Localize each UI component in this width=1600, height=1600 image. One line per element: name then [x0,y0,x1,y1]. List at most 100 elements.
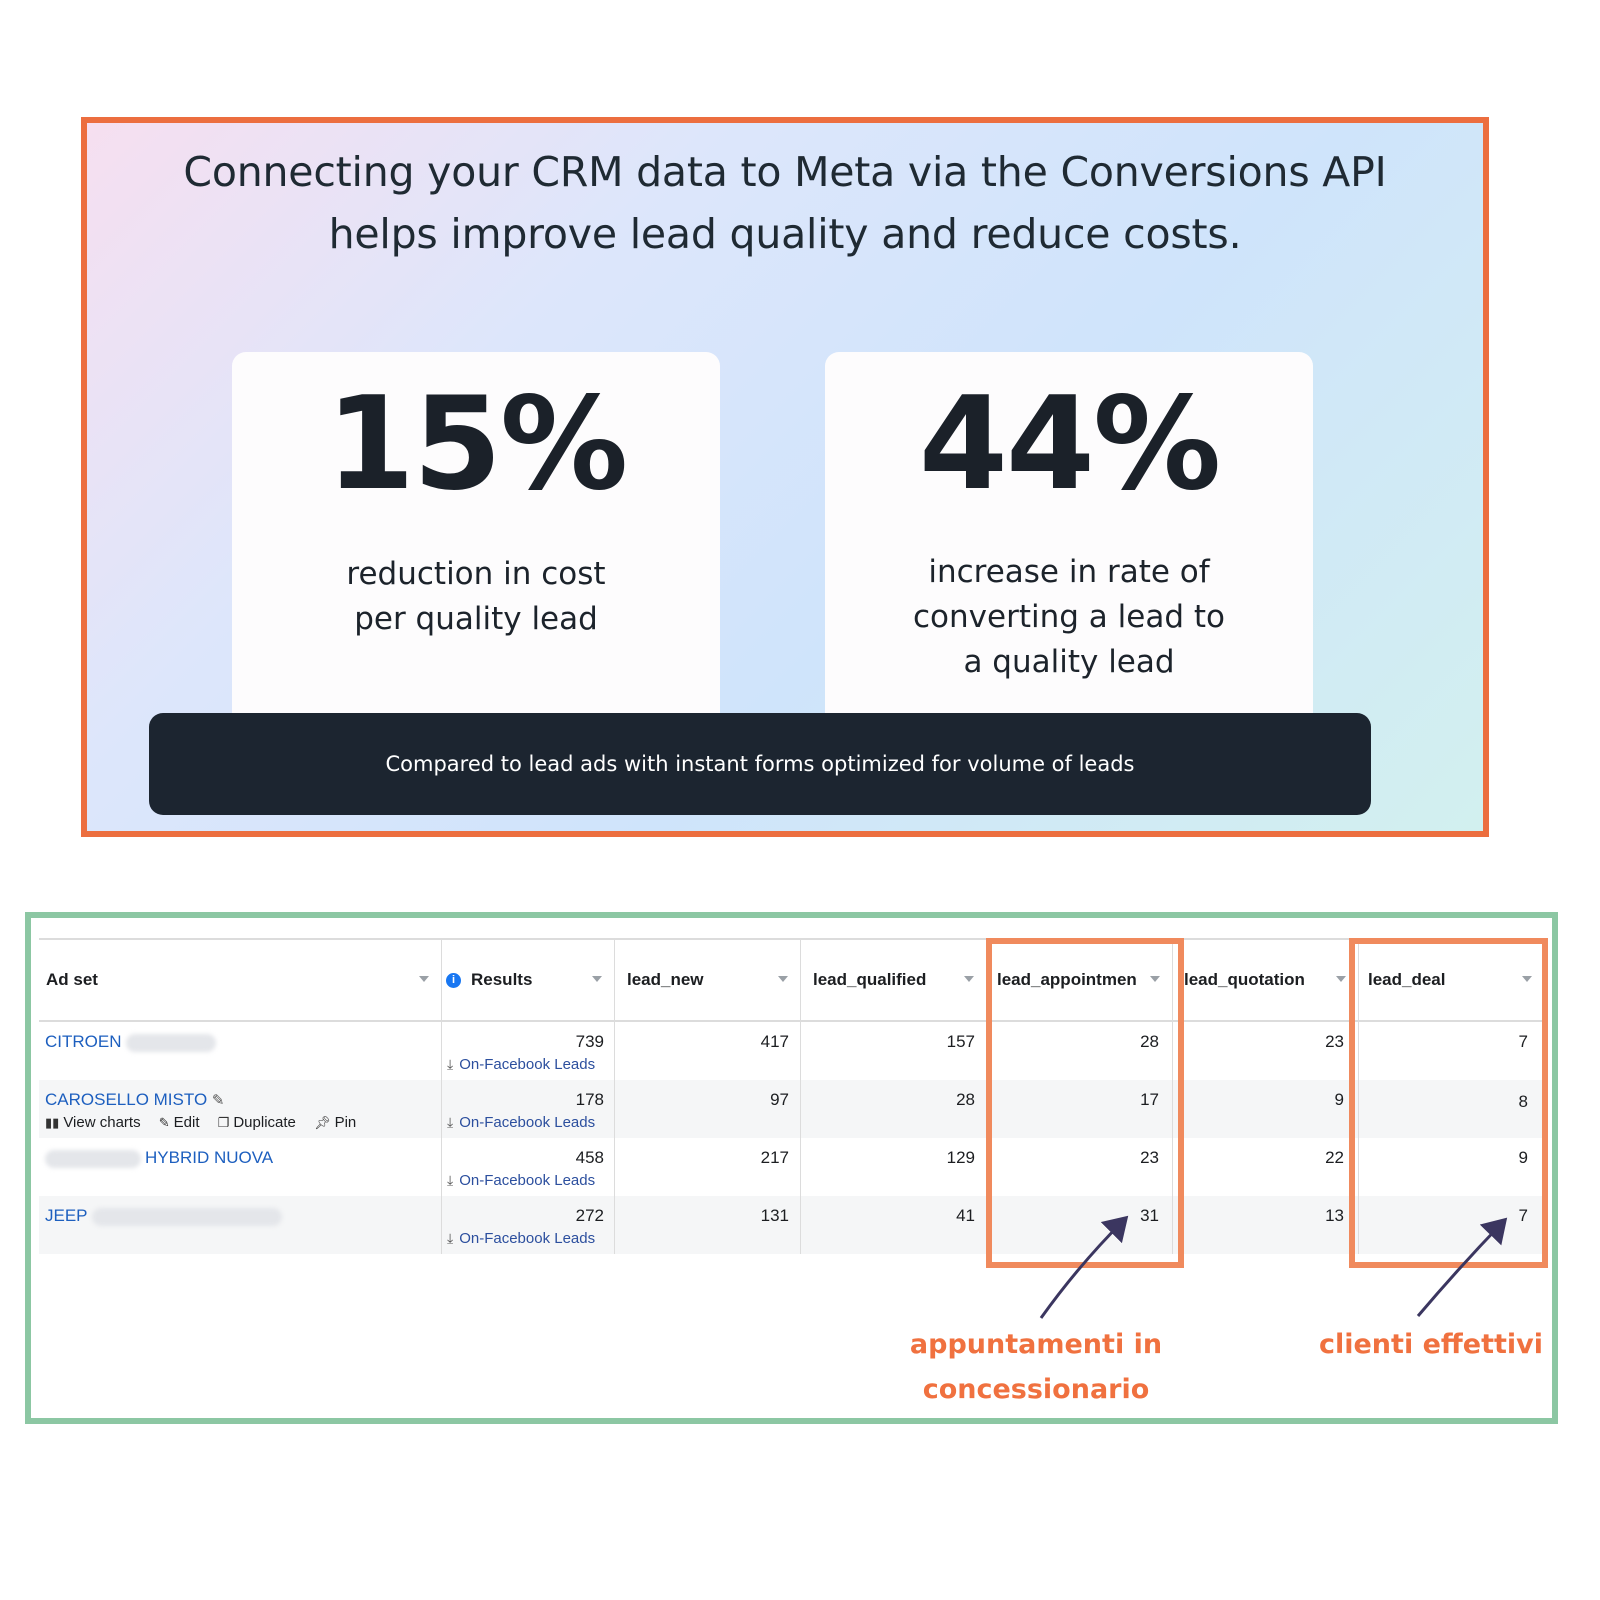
ad-set-name-link[interactable]: HYBRID NUOVA [145,1148,274,1167]
view-charts-label[interactable]: View charts [63,1114,141,1131]
stat-description: increase in rate of converting a lead to… [913,554,1225,680]
table-row[interactable]: HYBRID NUOVA 458 ⤓ On-Facebook Leads 217 … [39,1138,1544,1196]
result-type-label[interactable]: On-Facebook Leads [459,1114,596,1131]
footnote-bar: Compared to lead ads with instant forms … [149,713,1371,815]
lead-new-value: 417 [760,1032,789,1051]
pin-action[interactable]: 📌︎ Pin [314,1114,356,1131]
column-divider [1172,938,1173,1254]
arrow-to-deal [1416,1217,1508,1317]
lead-qualified-value: 41 [956,1206,975,1225]
sort-arrow-icon[interactable] [592,976,602,982]
stat-card-conversion: 44% increase in rate of converting a lea… [825,352,1313,732]
column-header-lead-deal[interactable]: lead_deal [1358,940,1544,1020]
redacted-blur [91,1207,282,1226]
lead-quotation-value: 22 [1325,1148,1344,1167]
column-header-label: Ad set [46,970,98,989]
ad-set-cell[interactable]: JEEP [45,1206,282,1226]
duplicate-action[interactable]: ❐ Duplicate [218,1114,296,1131]
pencil-icon: ✎ [158,1115,170,1130]
lead-appointment-value: 28 [1140,1032,1159,1051]
column-header-label: lead_appointment [997,970,1137,989]
result-type-label[interactable]: On-Facebook Leads [459,1172,596,1189]
column-divider [614,938,615,1254]
table-row[interactable]: CAROSELLO MISTO ✎ ▮▮ View charts ✎ Edit ❐ D… [39,1080,1544,1138]
lead-quotation-value: 9 [1334,1090,1344,1109]
highlight-box-appointment [986,938,1184,1268]
lead-qualified-value: 129 [946,1148,975,1167]
ad-set-name-link[interactable]: CAROSELLO MISTO [45,1090,208,1109]
column-header-label: lead_qualified [813,970,927,989]
results-value: 739 [575,1032,604,1051]
lead-new-value: 97 [770,1090,789,1109]
lead-deal-value: 8 [1518,1092,1528,1111]
column-divider [1358,938,1359,1254]
column-header-ad-set[interactable]: Ad set [39,940,441,1020]
pin-icon: 📌︎ [314,1115,331,1130]
lead-appointment-value: 31 [1140,1206,1159,1225]
stat-value: 15% [325,370,628,519]
lead-deal-value: 9 [1518,1148,1528,1167]
info-icon[interactable]: i [446,972,461,988]
column-header-label: lead_deal [1368,970,1446,989]
edit-action[interactable]: ✎ Edit [159,1114,200,1131]
download-icon: ⤓ [447,1230,454,1246]
ad-set-cell[interactable]: HYBRID NUOVA [45,1148,273,1168]
column-header-label: lead_new [627,970,704,989]
headline-line-1: Connecting your CRM data to Meta via the… [183,148,1387,196]
sort-arrow-icon[interactable] [778,976,788,982]
stat-description: reduction in cost per quality lead [346,556,606,637]
column-divider [800,938,801,1254]
column-header-lead-qualified[interactable]: lead_qualified [800,940,986,1020]
download-icon: ⤓ [447,1172,454,1188]
lead-appointment-value: 17 [1140,1090,1159,1109]
result-type-link[interactable]: ⤓ On-Facebook Leads [447,1172,595,1189]
sort-arrow-icon[interactable] [1336,976,1346,982]
result-type-link[interactable]: ⤓ On-Facebook Leads [447,1114,595,1131]
download-icon: ⤓ [447,1056,454,1072]
table-row[interactable]: JEEP 272 ⤓ On-Facebook Leads 131 41 31 13… [39,1196,1544,1254]
table-row[interactable]: CITROEN 739 ⤓ On-Facebook Leads 417 157 2… [39,1022,1544,1080]
lead-new-value: 217 [760,1148,789,1167]
lead-quotation-value: 13 [1325,1206,1344,1225]
column-header-results[interactable]: i Results [441,940,614,1020]
footnote-text: Compared to lead ads with instant forms … [385,752,1135,776]
bar-chart-icon: ▮▮ [45,1115,60,1130]
column-header-lead-quotation[interactable]: lead_quotation [1172,940,1358,1020]
column-header-lead-new[interactable]: lead_new [614,940,800,1020]
sort-arrow-icon[interactable] [964,976,974,982]
duplicate-label[interactable]: Duplicate [233,1114,296,1131]
table-header-row: Ad set i Results lead_new lead_qualified… [39,938,1544,1022]
duplicate-icon: ❐ [217,1115,230,1130]
redacted-blur [45,1149,141,1168]
lead-qualified-value: 157 [946,1032,975,1051]
result-type-label[interactable]: On-Facebook Leads [459,1056,596,1073]
sort-arrow-icon[interactable] [1522,976,1532,982]
lead-qualified-value: 28 [956,1090,975,1109]
ad-set-name-link[interactable]: CITROEN [45,1032,122,1051]
ad-set-cell[interactable]: CITROEN [45,1032,216,1052]
result-type-link[interactable]: ⤓ On-Facebook Leads [447,1056,595,1073]
sort-arrow-icon[interactable] [419,976,429,982]
view-charts-action[interactable]: ▮▮ View charts [45,1114,141,1131]
stat-card-cost: 15% reduction in cost per quality lead [232,352,720,732]
lead-quotation-value: 23 [1325,1032,1344,1051]
results-value: 178 [575,1090,604,1109]
lead-new-value: 131 [760,1206,789,1225]
result-type-link[interactable]: ⤓ On-Facebook Leads [447,1230,595,1247]
promo-panel: Connecting your CRM data to Meta via the… [81,117,1489,837]
redacted-blur [125,1033,216,1052]
results-value: 272 [575,1206,604,1225]
sort-arrow-icon[interactable] [1150,976,1160,982]
promo-headline: Connecting your CRM data to Meta via the… [87,141,1483,265]
column-header-label: lead_quotation [1184,970,1305,989]
edit-label[interactable]: Edit [173,1114,200,1131]
edit-name-pencil-icon[interactable]: ✎ [211,1092,225,1109]
ad-set-name-link[interactable]: JEEP [45,1206,88,1225]
stat-value: 44% [918,370,1221,519]
result-type-label[interactable]: On-Facebook Leads [459,1230,596,1247]
ad-set-cell[interactable]: CAROSELLO MISTO ✎ [45,1090,225,1110]
pin-label[interactable]: Pin [334,1114,357,1131]
ads-table-panel: Ad set i Results lead_new lead_qualified… [25,912,1558,1424]
lead-appointment-value: 23 [1140,1148,1159,1167]
column-header-lead-appointment[interactable]: lead_appointment [986,940,1172,1020]
